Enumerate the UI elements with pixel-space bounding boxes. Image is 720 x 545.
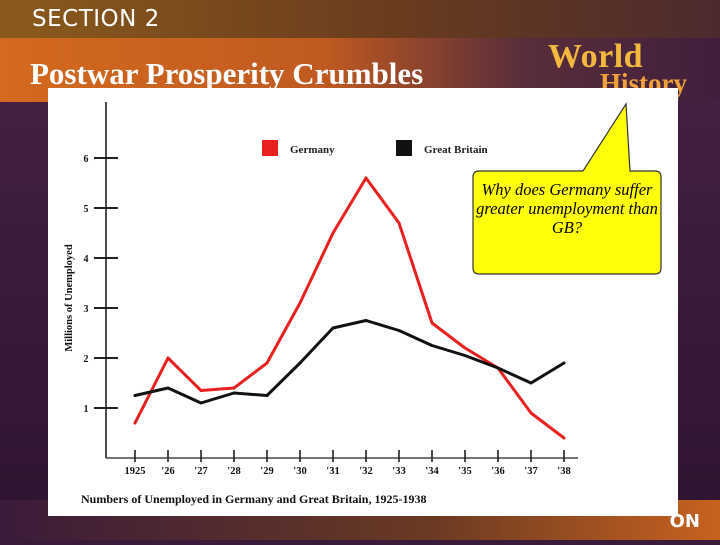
- header-bar: [0, 0, 720, 38]
- x-tick-label: '30: [293, 466, 306, 477]
- data-point: [199, 389, 203, 392]
- data-point: [166, 356, 170, 360]
- x-tick-label: '26: [161, 466, 174, 477]
- data-point: [331, 326, 335, 330]
- x-tick-label: '36: [491, 466, 504, 477]
- data-point: [166, 386, 170, 390]
- legend-swatch: [396, 140, 412, 156]
- chart-panel: 1 2 3 4 5 6 Millions of Unemployed 1925 '26 '27 '2…: [48, 88, 678, 516]
- data-point: [133, 421, 137, 425]
- y-axis-label: Millions of Unemployed: [64, 244, 75, 351]
- data-point: [562, 436, 566, 440]
- x-tick-label: '31: [326, 466, 339, 477]
- data-point: [562, 361, 566, 365]
- y-tick-label: 1: [84, 404, 89, 415]
- data-point: [529, 381, 533, 385]
- data-point: [265, 394, 269, 397]
- y-tick-label: 4: [84, 254, 89, 265]
- x-tick-label: '38: [557, 466, 570, 477]
- footer-text: ON: [669, 511, 700, 532]
- data-point: [364, 176, 368, 180]
- x-tick-label: '37: [524, 466, 537, 477]
- y-tick-label: 3: [84, 304, 89, 315]
- data-point: [397, 221, 401, 225]
- unemployment-line-chart: 1 2 3 4 5 6 Millions of Unemployed 1925 '26 '27 '2…: [64, 102, 578, 506]
- chart-caption: Numbers of Unemployed in Germany and Gre…: [81, 492, 426, 506]
- x-tick-label: '27: [194, 466, 207, 477]
- data-point: [331, 231, 335, 235]
- data-point: [298, 301, 302, 305]
- data-point: [397, 329, 401, 332]
- legend-label: Great Britain: [424, 144, 488, 156]
- data-point: [265, 361, 269, 365]
- slide-title: Postwar Prosperity Crumbles: [30, 56, 424, 91]
- data-point: [232, 386, 236, 390]
- legend-swatch: [262, 140, 278, 156]
- x-tick-label: '32: [359, 466, 372, 477]
- data-point: [199, 401, 203, 405]
- y-tick-label: 6: [84, 154, 89, 165]
- data-point: [133, 394, 137, 397]
- data-point: [430, 344, 434, 347]
- data-point: [232, 391, 236, 395]
- x-tick-label: '33: [392, 466, 405, 477]
- x-tick-label: 1925: [125, 466, 146, 477]
- data-point: [298, 361, 302, 365]
- data-point: [529, 411, 533, 415]
- x-tick-label: '34: [425, 466, 439, 477]
- x-tick-label: '35: [458, 466, 471, 477]
- data-point: [463, 346, 467, 350]
- data-point: [463, 354, 467, 357]
- data-point: [364, 319, 368, 322]
- series-line-great-britain: [133, 319, 566, 405]
- y-tick-label: 5: [84, 204, 89, 215]
- logo-world-text: World: [548, 38, 644, 75]
- x-tick-label: '28: [227, 466, 240, 477]
- section-label: SECTION 2: [32, 6, 160, 32]
- series-line-germany: [133, 176, 566, 440]
- y-tick-label: 2: [84, 354, 89, 365]
- data-point: [496, 366, 500, 370]
- legend-label: Germany: [290, 144, 335, 156]
- x-tick-label: '29: [260, 466, 273, 477]
- data-point: [430, 321, 434, 325]
